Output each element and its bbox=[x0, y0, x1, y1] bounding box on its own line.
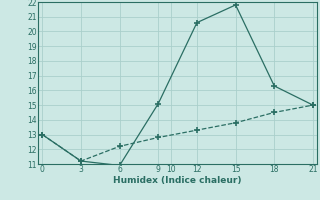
X-axis label: Humidex (Indice chaleur): Humidex (Indice chaleur) bbox=[113, 176, 242, 185]
